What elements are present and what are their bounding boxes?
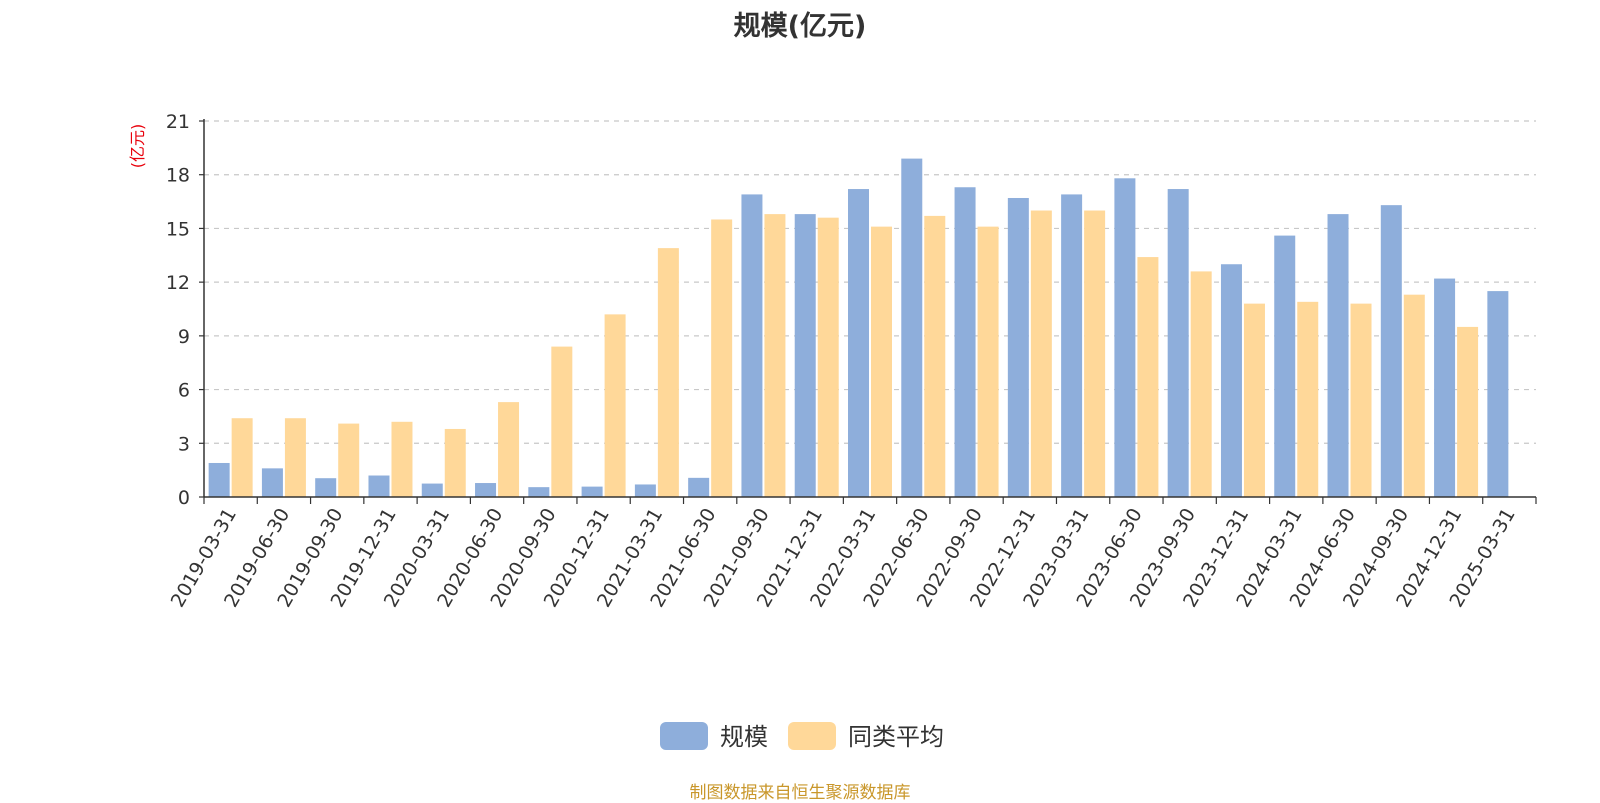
bar-scale (1007, 197, 1029, 497)
bar-scale (1220, 264, 1242, 497)
bar-scale (261, 468, 283, 497)
bar-category-average (444, 428, 466, 497)
bar-scale (954, 187, 976, 497)
bar-category-average (1243, 303, 1265, 497)
bar-scale (901, 158, 923, 497)
bar-category-average (284, 418, 306, 497)
y-tick-label: 9 (178, 326, 190, 348)
y-tick-label: 0 (178, 487, 190, 509)
legend-swatch (660, 722, 708, 750)
legend-swatch (788, 722, 836, 750)
bar-category-average (338, 423, 360, 497)
y-tick-label: 3 (178, 433, 190, 455)
y-tick-label: 12 (166, 272, 190, 294)
bar-scale (741, 194, 763, 497)
bar-category-average (657, 248, 679, 497)
legend: 规模 同类平均 (660, 722, 944, 751)
bar-scale (1061, 194, 1083, 497)
bar-category-average (551, 346, 573, 497)
legend-label: 同类平均 (848, 723, 944, 751)
bar-category-average (1190, 271, 1212, 497)
bar-category-average (604, 314, 626, 497)
bar-scale (208, 462, 230, 497)
bar-category-average (1137, 257, 1159, 497)
y-tick-label: 6 (178, 380, 190, 402)
bar-category-average (817, 217, 839, 497)
bar-scale (1380, 205, 1402, 497)
bar-scale (581, 486, 603, 497)
bar-category-average (1084, 210, 1106, 497)
bar-scale (475, 483, 497, 497)
bar-scale (688, 477, 710, 497)
bar-scale (1114, 178, 1136, 498)
bar-scale (1167, 189, 1189, 498)
bar-scale (848, 189, 869, 498)
bar-scale (1327, 214, 1349, 497)
bar-scale (1434, 278, 1456, 497)
bar-scale (315, 478, 337, 497)
y-axis-unit: (亿元) (128, 124, 147, 169)
bar-category-average (391, 421, 413, 497)
y-tick-label: 18 (166, 165, 190, 187)
bar-scale (421, 483, 443, 497)
source-note: 制图数据来自恒生聚源数据库 (689, 783, 911, 803)
bar-category-average (977, 226, 999, 497)
bar-category-average (1403, 294, 1425, 497)
bar-category-average (1030, 210, 1052, 497)
bar-category-average (711, 219, 733, 497)
legend-label: 规模 (720, 723, 768, 751)
bar-scale (1487, 291, 1509, 497)
bar-scale (528, 487, 550, 497)
bars (208, 158, 1509, 498)
chart-title: 规模(亿元) (733, 11, 867, 42)
bar-scale (368, 475, 390, 497)
bar-category-average (498, 402, 520, 497)
bar-category-average (924, 215, 946, 497)
bar-scale (794, 214, 816, 497)
bar-category-average (1457, 326, 1479, 497)
bar-scale (634, 484, 656, 497)
bar-category-average (871, 226, 892, 497)
y-tick-label: 21 (166, 111, 190, 133)
y-tick-label: 15 (166, 218, 190, 240)
bar-category-average (1297, 301, 1319, 497)
bar-scale (1274, 235, 1296, 498)
bar-category-average (764, 214, 786, 497)
bar-category-average (1350, 303, 1372, 497)
bar-category-average (231, 418, 253, 497)
